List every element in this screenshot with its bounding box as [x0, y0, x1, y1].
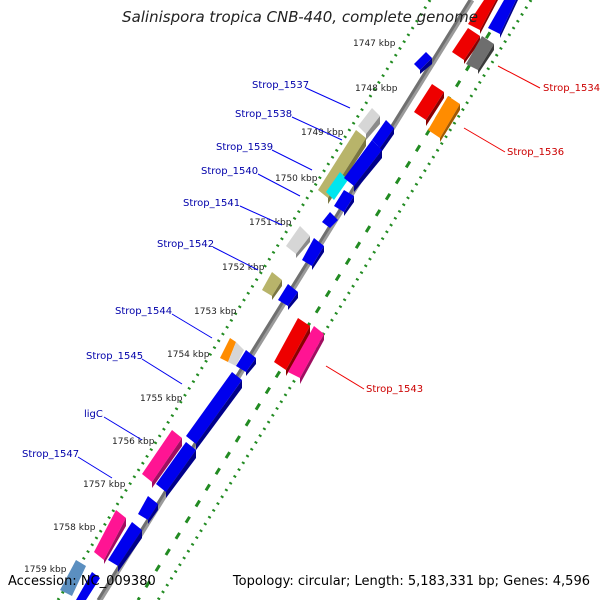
- scale-tick-label: 1754 kbp: [167, 350, 210, 360]
- scale-tick-label: 1755 kbp: [140, 394, 183, 404]
- scale-tick-label: 1747 kbp: [353, 39, 396, 49]
- gene-callout-line: [291, 116, 343, 141]
- scale-tick-label: 1751 kbp: [249, 218, 292, 228]
- gene-label-right[interactable]: Strop_1543: [366, 384, 423, 395]
- gene-callout-line: [212, 246, 259, 271]
- genome-summary-text: Topology: circular; Length: 5,183,331 bp…: [232, 574, 590, 589]
- scale-tick-label: 1756 kbp: [112, 437, 155, 447]
- gene-feature-forward[interactable]: [334, 190, 354, 216]
- gene-labels-left: Strop_1537 Strop_1538 Strop_1539 Strop_1540…: [22, 80, 351, 479]
- gene-feature-reverse[interactable]: [466, 36, 494, 74]
- gene-callout-line: [239, 205, 283, 226]
- gene-label-left[interactable]: ligC: [84, 409, 103, 420]
- gene-feature-forward[interactable]: [278, 284, 298, 310]
- gene-feature-forward[interactable]: [414, 52, 432, 74]
- gene-callout-line: [325, 365, 365, 390]
- gene-label-left[interactable]: Strop_1537: [252, 80, 309, 91]
- gene-label-left[interactable]: Strop_1545: [86, 351, 143, 362]
- gene-label-left[interactable]: Strop_1538: [235, 109, 292, 120]
- gene-callout-line: [103, 416, 143, 441]
- gene-feature-strop-1544[interactable]: [220, 338, 244, 366]
- gene-callout-line: [77, 456, 113, 479]
- gene-feature-strop-1542[interactable]: [262, 272, 282, 300]
- gene-feature-strop-1537[interactable]: [358, 108, 380, 140]
- scale-tick-label: 1748 kbp: [355, 84, 398, 94]
- gene-feature-strop-1536[interactable]: [428, 96, 460, 142]
- gene-feature-reverse[interactable]: [488, 0, 518, 38]
- inner-dotted-guide: [156, 0, 533, 600]
- scale-tick-label: 1757 kbp: [83, 480, 126, 490]
- gene-feature-reverse[interactable]: [288, 326, 324, 384]
- scale-tick-label: 1749 kbp: [301, 128, 344, 138]
- gene-labels-right: Strop_1534 Strop_1536 Strop_1543: [325, 65, 600, 395]
- scale-tick-label: 1758 kbp: [53, 523, 96, 533]
- gene-feature-forward[interactable]: [108, 522, 142, 572]
- gene-label-left[interactable]: Strop_1540: [201, 166, 258, 177]
- gene-feature-reverse[interactable]: [452, 28, 480, 64]
- gene-feature-strop-1540[interactable]: [326, 172, 348, 200]
- gene-label-left[interactable]: Strop_1547: [22, 449, 79, 460]
- accession-text: Accession: NC_009380: [8, 574, 156, 589]
- gene-feature-strop-1543[interactable]: [274, 318, 310, 376]
- gene-feature-strop-1547[interactable]: [138, 496, 158, 524]
- gene-label-right[interactable]: Strop_1536: [507, 147, 564, 158]
- gene-feature-forward[interactable]: [94, 510, 126, 564]
- outer-dotted-guide: [56, 0, 432, 600]
- gene-callout-line: [305, 87, 351, 109]
- gene-feature-reverse[interactable]: [414, 84, 444, 126]
- gene-feature-forward[interactable]: [236, 350, 256, 376]
- gene-label-left[interactable]: Strop_1544: [115, 306, 172, 317]
- gene-feature-forward[interactable]: [372, 120, 394, 154]
- scale-ticks: 1747 kbp 1748 kbp 1749 kbp 1750 kbp 1751 kbp…: [24, 39, 398, 575]
- gene-label-right[interactable]: Strop_1534: [543, 83, 600, 94]
- scale-dashed-guide: [136, 0, 512, 600]
- gene-feature-strop-1541[interactable]: [322, 212, 338, 228]
- scale-tick-label: 1752 kbp: [222, 263, 265, 273]
- gene-callout-line: [497, 65, 541, 89]
- gene-feature-forward[interactable]: [76, 572, 100, 600]
- scale-tick-label: 1759 kbp: [24, 565, 67, 575]
- gene-callout-line: [171, 313, 213, 339]
- gene-feature-forward[interactable]: [286, 226, 310, 258]
- gene-label-left[interactable]: Strop_1541: [183, 198, 240, 209]
- gene-feature-strop-1545[interactable]: [186, 372, 242, 450]
- gene-feature-forward[interactable]: [344, 140, 382, 192]
- scale-tick-label: 1750 kbp: [275, 174, 318, 184]
- gene-feature-strop-1534[interactable]: [468, 0, 498, 34]
- gene-feature-ligc[interactable]: [142, 430, 182, 488]
- gene-callout-line: [271, 149, 313, 171]
- scale-tick-label: 1753 kbp: [194, 307, 237, 317]
- gene-feature-forward[interactable]: [60, 560, 86, 596]
- gene-callout-line: [463, 127, 506, 153]
- gene-label-left[interactable]: Strop_1542: [157, 239, 214, 250]
- gene-feature-forward[interactable]: [156, 442, 196, 498]
- genome-title: Salinispora tropica CNB-440, complete ge…: [122, 8, 478, 26]
- gene-label-left[interactable]: Strop_1539: [216, 142, 273, 153]
- gene-callout-line: [257, 173, 301, 197]
- gene-callout-line: [141, 358, 183, 385]
- gene-feature-forward[interactable]: [302, 238, 324, 270]
